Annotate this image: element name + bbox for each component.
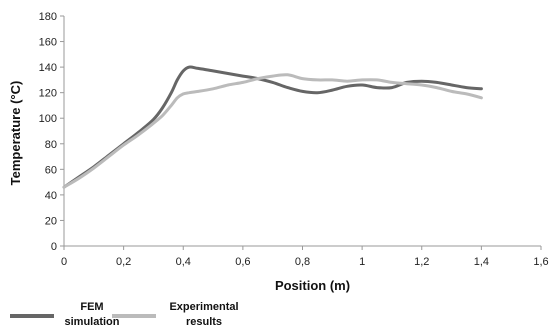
x-tick-label: 0,2 [116, 256, 131, 268]
y-tick-label: 80 [45, 139, 57, 151]
series-group [62, 65, 483, 189]
x-tick-label: 0 [61, 256, 67, 268]
legend-item-fem: FEM simulation [8, 300, 138, 334]
x-tick-label: 1,6 [533, 256, 548, 268]
y-tick-label: 20 [45, 215, 57, 227]
x-tick-label: 1,4 [474, 256, 489, 268]
x-tick-label: 0,4 [176, 256, 191, 268]
y-tick-label: 160 [39, 37, 57, 49]
x-tick-label: 0,8 [295, 256, 310, 268]
legend-label-experimental: Experimental results [169, 301, 239, 328]
y-tick-label: 60 [45, 164, 57, 176]
y-tick-label: 140 [39, 62, 57, 74]
series-line-experimental-results [62, 73, 483, 189]
y-axis-ticks: 0 20 40 60 80 100 120 140 160 180 [39, 11, 64, 253]
x-tick-label: 0,6 [235, 256, 250, 268]
y-tick-label: 0 [51, 241, 57, 253]
x-tick-label: 1,2 [414, 256, 429, 268]
chart-legend: FEM simulation Experimental results [8, 300, 308, 334]
x-axis-ticks: 0 0,2 0,4 0,6 0,8 1 1,2 1,4 1,6 [61, 246, 549, 268]
legend-swatch-fem [10, 314, 54, 318]
y-axis-title: Temperature (°C) [8, 81, 23, 186]
y-tick-label: 120 [39, 88, 57, 100]
legend-item-experimental: Experimental results [112, 300, 282, 334]
legend-swatch-experimental [112, 314, 156, 318]
x-tick-label: 1 [359, 256, 365, 268]
x-axis-title: Position (m) [275, 278, 350, 293]
legend-label-fem: FEM simulation [64, 301, 120, 328]
y-tick-label: 100 [39, 113, 57, 125]
y-tick-label: 180 [39, 11, 57, 23]
y-tick-label: 40 [45, 190, 57, 202]
